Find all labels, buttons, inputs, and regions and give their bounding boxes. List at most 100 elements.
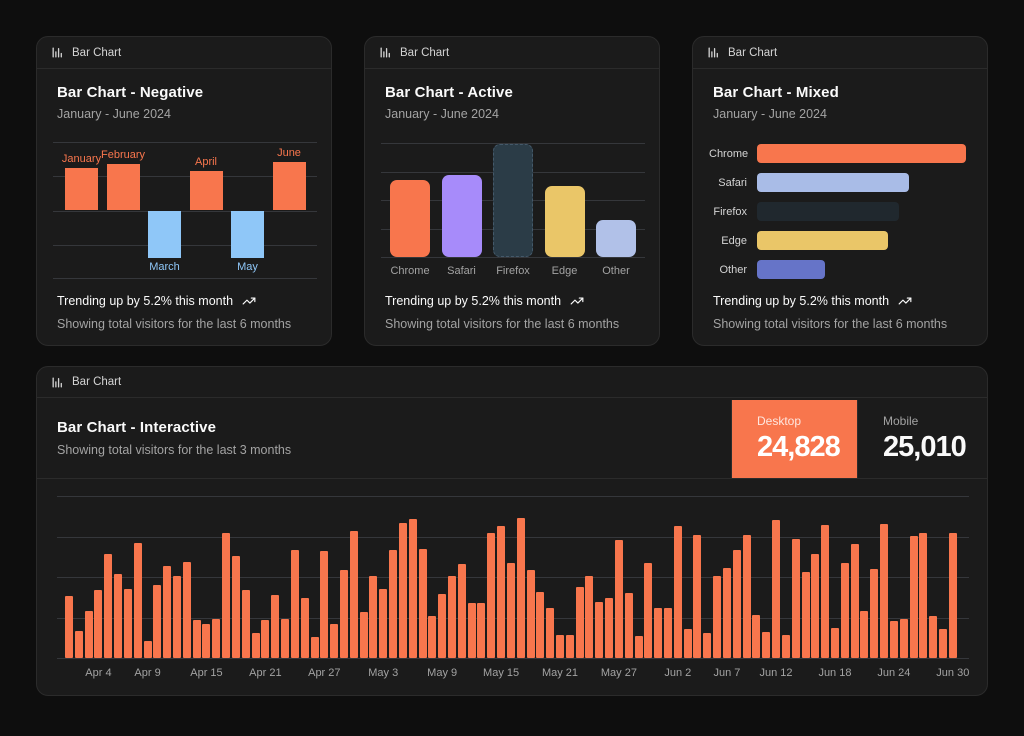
bar-march[interactable] [148, 210, 181, 258]
daily-visitors-bar[interactable] [772, 520, 781, 658]
daily-visitors-bar[interactable] [428, 616, 437, 658]
daily-visitors-bar[interactable] [752, 614, 761, 658]
bar-firefox[interactable] [757, 202, 900, 221]
daily-visitors-bar[interactable] [497, 525, 506, 658]
daily-visitors-bar[interactable] [536, 592, 545, 658]
desktop-toggle-button[interactable]: Desktop 24,828 [731, 400, 857, 478]
daily-visitors-bar[interactable] [418, 549, 427, 658]
daily-visitors-bar[interactable] [408, 518, 417, 658]
daily-visitors-bar[interactable] [693, 535, 702, 658]
daily-visitors-bar[interactable] [65, 595, 73, 658]
daily-visitors-bar[interactable] [673, 526, 682, 658]
daily-visitors-bar[interactable] [143, 641, 152, 658]
daily-visitors-bar[interactable] [821, 525, 830, 658]
bar-firefox[interactable] [493, 144, 533, 257]
daily-visitors-bar[interactable] [703, 633, 712, 658]
daily-visitors-bar[interactable] [948, 533, 957, 658]
daily-visitors-bar[interactable] [811, 554, 820, 658]
daily-visitors-bar[interactable] [447, 575, 456, 658]
bar-safari[interactable] [441, 174, 482, 257]
bar-edge[interactable] [544, 185, 585, 257]
daily-visitors-bar[interactable] [281, 619, 290, 658]
daily-visitors-bar[interactable] [271, 595, 280, 658]
daily-visitors-bar[interactable] [114, 573, 123, 658]
daily-visitors-bar[interactable] [850, 543, 859, 658]
daily-visitors-bar[interactable] [123, 589, 132, 658]
daily-visitors-bar[interactable] [634, 636, 643, 658]
daily-visitors-bar[interactable] [310, 637, 319, 658]
daily-visitors-bar[interactable] [506, 563, 515, 658]
daily-visitors-bar[interactable] [192, 619, 201, 658]
daily-visitors-bar[interactable] [330, 623, 339, 658]
daily-visitors-bar[interactable] [320, 550, 329, 658]
daily-visitors-bar[interactable] [74, 630, 83, 658]
daily-visitors-bar[interactable] [261, 619, 270, 658]
daily-visitors-bar[interactable] [182, 562, 191, 658]
daily-visitors-bar[interactable] [290, 549, 299, 658]
daily-visitors-bar[interactable] [860, 610, 869, 658]
daily-visitors-bar[interactable] [556, 635, 564, 658]
daily-visitors-bar[interactable] [526, 569, 535, 658]
daily-visitors-bar[interactable] [565, 635, 574, 658]
daily-visitors-bar[interactable] [880, 523, 889, 658]
daily-visitors-bar[interactable] [732, 550, 741, 658]
daily-visitors-bar[interactable] [791, 538, 800, 658]
daily-visitors-bar[interactable] [339, 569, 348, 658]
daily-visitors-bar[interactable] [104, 553, 113, 658]
daily-visitors-bar[interactable] [919, 532, 928, 658]
daily-visitors-bar[interactable] [899, 618, 908, 658]
daily-visitors-bar[interactable] [742, 535, 751, 658]
daily-visitors-bar[interactable] [654, 608, 663, 658]
daily-visitors-bar[interactable] [173, 576, 182, 658]
daily-visitors-bar[interactable] [389, 550, 398, 658]
bar-february[interactable] [106, 163, 140, 211]
daily-visitors-bar[interactable] [801, 572, 810, 658]
daily-visitors-bar[interactable] [929, 616, 938, 658]
daily-visitors-bar[interactable] [438, 594, 447, 658]
daily-visitors-bar[interactable] [153, 584, 162, 658]
daily-visitors-bar[interactable] [605, 598, 614, 658]
daily-visitors-bar[interactable] [202, 624, 211, 658]
daily-visitors-bar[interactable] [379, 588, 388, 658]
daily-visitors-bar[interactable] [683, 629, 692, 658]
daily-visitors-bar[interactable] [516, 518, 525, 658]
daily-visitors-bar[interactable] [840, 562, 849, 658]
daily-visitors-bar[interactable] [575, 587, 584, 658]
daily-visitors-bar[interactable] [84, 611, 93, 658]
bar-april[interactable] [189, 170, 223, 211]
daily-visitors-bar[interactable] [398, 523, 407, 658]
daily-visitors-bar[interactable] [359, 611, 368, 658]
bar-safari[interactable] [757, 173, 909, 192]
daily-visitors-bar[interactable] [546, 608, 555, 658]
daily-visitors-bar[interactable] [624, 592, 633, 658]
bar-january[interactable] [65, 168, 98, 211]
daily-visitors-bar[interactable] [889, 621, 898, 658]
daily-visitors-bar[interactable] [163, 566, 172, 658]
daily-visitors-bar[interactable] [644, 562, 653, 658]
daily-visitors-bar[interactable] [133, 543, 142, 658]
bar-june[interactable] [272, 161, 306, 211]
daily-visitors-bar[interactable] [94, 590, 103, 658]
daily-visitors-bar[interactable] [909, 536, 918, 658]
daily-visitors-bar[interactable] [349, 530, 358, 658]
bar-chrome[interactable] [390, 180, 430, 257]
daily-visitors-bar[interactable] [212, 619, 221, 658]
daily-visitors-bar[interactable] [781, 635, 790, 658]
daily-visitors-bar[interactable] [614, 540, 623, 658]
bar-other[interactable] [596, 220, 636, 257]
daily-visitors-bar[interactable] [369, 575, 378, 658]
daily-visitors-bar[interactable] [300, 597, 309, 658]
daily-visitors-bar[interactable] [231, 556, 240, 658]
bar-may[interactable] [231, 210, 264, 259]
daily-visitors-bar[interactable] [487, 532, 496, 658]
daily-visitors-bar[interactable] [722, 567, 731, 658]
bar-chrome[interactable] [757, 144, 966, 163]
daily-visitors-bar[interactable] [251, 633, 260, 658]
daily-visitors-bar[interactable] [222, 533, 231, 658]
daily-visitors-bar[interactable] [830, 628, 839, 658]
daily-visitors-bar[interactable] [467, 602, 476, 658]
daily-visitors-bar[interactable] [870, 569, 879, 658]
bar-edge[interactable] [757, 231, 889, 250]
daily-visitors-bar[interactable] [762, 632, 771, 658]
daily-visitors-bar[interactable] [241, 589, 250, 658]
